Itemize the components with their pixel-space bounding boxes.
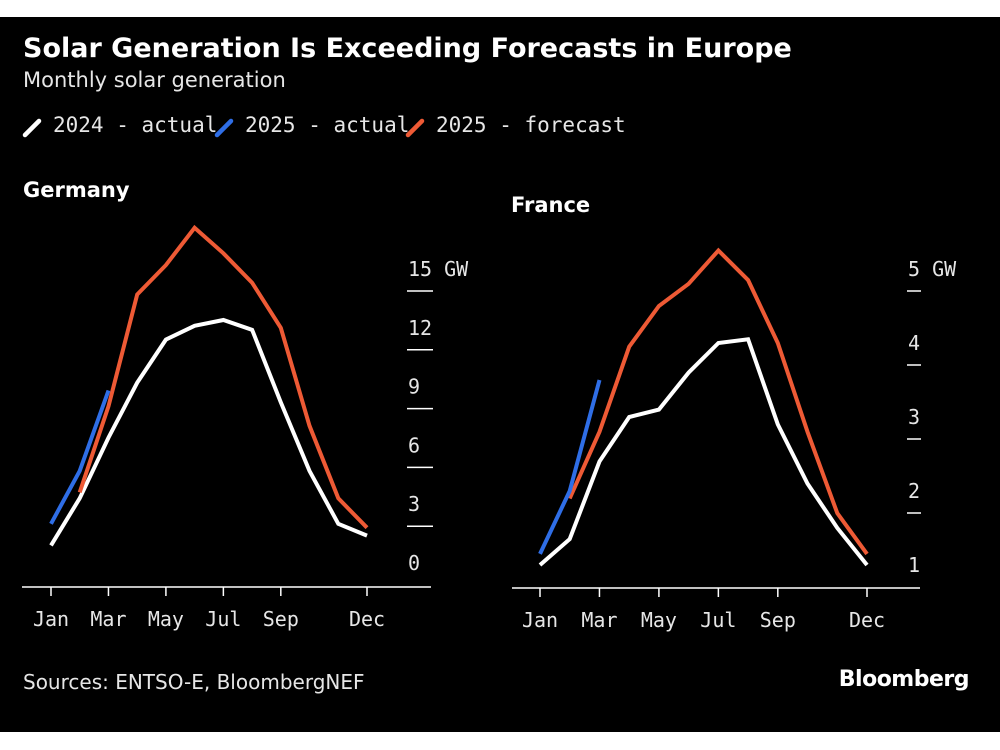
y-tick-label: 2 bbox=[908, 479, 920, 503]
x-tick-label: Dec bbox=[349, 607, 385, 631]
x-tick-label: May bbox=[148, 607, 184, 631]
legend-label: 2025 - forecast bbox=[436, 113, 626, 137]
x-tick-label: Jul bbox=[205, 607, 241, 631]
y-tick-label: 15 GW bbox=[408, 257, 469, 281]
x-tick-label: Jul bbox=[700, 608, 736, 632]
y-tick-label: 1 bbox=[908, 553, 920, 577]
x-tick-label: Jan bbox=[33, 607, 69, 631]
legend-swatch-orange-icon bbox=[405, 118, 425, 138]
series-line-2025-actual-germany bbox=[49, 389, 111, 525]
legend-label: 2025 - actual bbox=[245, 113, 410, 137]
x-tick-label: Dec bbox=[849, 608, 885, 632]
y-tick-label: 9 bbox=[408, 375, 420, 399]
series-line-2025-actual-france bbox=[538, 379, 602, 555]
x-tick-label: Jan bbox=[522, 608, 558, 632]
y-tick-label: 3 bbox=[408, 492, 420, 516]
chart-subtitle: Monthly solar generation bbox=[23, 68, 286, 92]
panel-title-france: France bbox=[511, 193, 591, 217]
source-note: Sources: ENTSO-E, BloombergNEF bbox=[23, 670, 365, 694]
bloomberg-logo: Bloomberg bbox=[838, 667, 970, 692]
series-line-2025-forecast-france bbox=[567, 247, 869, 556]
series-line-2024-actual-germany bbox=[49, 317, 368, 547]
panel-title-germany: Germany bbox=[23, 178, 130, 202]
y-tick-label: 4 bbox=[908, 331, 920, 355]
y-tick-label: 5 GW bbox=[908, 257, 957, 281]
chart-background bbox=[0, 17, 1000, 732]
y-tick-label: 0 bbox=[408, 551, 420, 575]
x-tick-label: May bbox=[641, 608, 677, 632]
y-tick-label: 6 bbox=[408, 433, 420, 457]
legend-swatch-blue-icon bbox=[214, 118, 234, 138]
y-tick-label: 3 bbox=[908, 405, 920, 429]
legend-label: 2024 - actual bbox=[53, 113, 218, 137]
legend-swatch-white-icon bbox=[22, 118, 42, 138]
series-line-2024-actual-france bbox=[538, 337, 869, 567]
x-tick-label: Mar bbox=[581, 608, 617, 632]
y-tick-label: 12 bbox=[408, 316, 432, 340]
series-line-2025-forecast-germany bbox=[77, 224, 369, 530]
x-tick-label: Mar bbox=[90, 607, 126, 631]
x-tick-label: Sep bbox=[263, 607, 299, 631]
chart-title: Solar Generation Is Exceeding Forecasts … bbox=[23, 33, 792, 64]
x-tick-label: Sep bbox=[760, 608, 796, 632]
